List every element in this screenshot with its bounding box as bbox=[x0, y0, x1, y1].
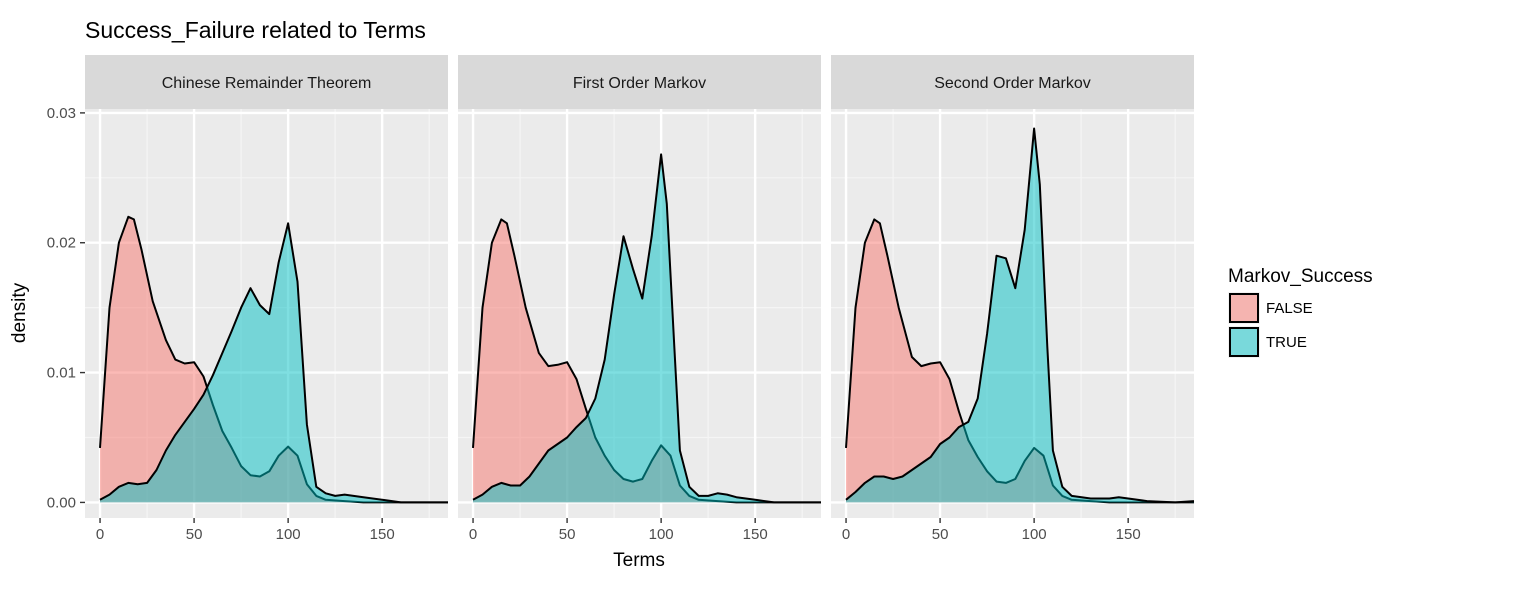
density-line-true bbox=[845, 127, 1195, 504]
legend-label-true: TRUE bbox=[1266, 334, 1307, 351]
x-tick-label: 150 bbox=[743, 526, 768, 543]
facet-strip bbox=[85, 55, 448, 109]
x-tick-label: 50 bbox=[186, 526, 203, 543]
facet-label: First Order Markov bbox=[573, 75, 706, 92]
x-tick-label: 50 bbox=[932, 526, 949, 543]
x-axis-title: Terms bbox=[613, 550, 665, 571]
legend-title: Markov_Success bbox=[1228, 266, 1373, 287]
panel-first-order-markov: First Order Markov 0 50 100 150 bbox=[458, 55, 821, 543]
y-tick-label: 0.01 bbox=[47, 365, 76, 382]
facet-strip bbox=[458, 55, 821, 109]
density-area-false bbox=[846, 219, 1194, 503]
density-area-true bbox=[100, 223, 448, 503]
legend-label-false: FALSE bbox=[1266, 300, 1313, 317]
facet-label: Chinese Remainder Theorem bbox=[162, 75, 372, 92]
facet-label: Second Order Markov bbox=[934, 75, 1091, 92]
density-area-true bbox=[473, 154, 821, 503]
density-line-true bbox=[99, 222, 448, 504]
legend: Markov_Success FALSE TRUE bbox=[1228, 266, 1373, 358]
y-axis-title: density bbox=[9, 282, 30, 343]
density-line-true bbox=[472, 153, 821, 504]
x-tick-label: 150 bbox=[1116, 526, 1141, 543]
y-tick-label: 0.03 bbox=[47, 105, 76, 122]
x-tick-label: 100 bbox=[1022, 526, 1047, 543]
panel-chinese-remainder-theorem: Chinese Remainder Theorem 0 50 100 150 bbox=[85, 55, 448, 543]
legend-key-false bbox=[1229, 293, 1259, 323]
x-tick-label: 0 bbox=[96, 526, 104, 543]
density-area-false bbox=[473, 219, 821, 503]
x-tick-label: 0 bbox=[469, 526, 477, 543]
x-tick-label: 150 bbox=[370, 526, 395, 543]
chart-title: Success_Failure related to Terms bbox=[85, 17, 426, 43]
density-area-true bbox=[846, 128, 1194, 503]
x-tick-label: 50 bbox=[559, 526, 576, 543]
legend-key-true bbox=[1229, 327, 1259, 357]
x-tick-label: 100 bbox=[649, 526, 674, 543]
facet-strip bbox=[831, 55, 1194, 109]
x-tick-label: 100 bbox=[276, 526, 301, 543]
panel-second-order-markov: Second Order Markov 0 50 100 150 bbox=[831, 55, 1195, 543]
y-axis: 0.00 0.01 0.02 0.03 bbox=[47, 105, 85, 511]
x-tick-label: 0 bbox=[842, 526, 850, 543]
y-tick-label: 0.00 bbox=[47, 494, 76, 511]
y-tick-label: 0.02 bbox=[47, 235, 76, 252]
